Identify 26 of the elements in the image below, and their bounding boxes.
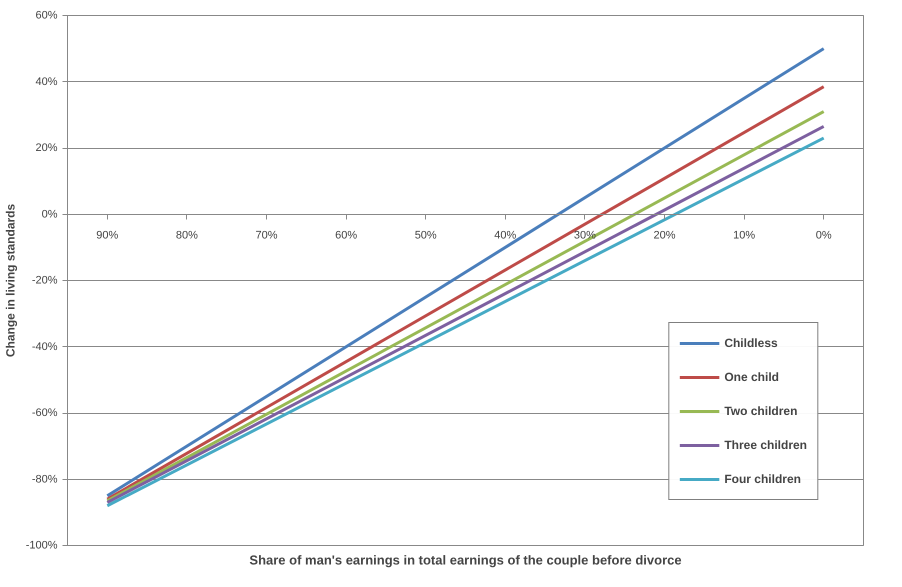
legend-label: Three children [724, 438, 807, 452]
x-tick-label: 10% [733, 229, 756, 242]
y-tick-label: -80% [32, 473, 58, 486]
y-tick-label: -20% [32, 274, 58, 286]
x-tick-label: 0% [816, 229, 832, 242]
y-tick-label: 60% [35, 10, 58, 22]
y-tick-label: 0% [42, 208, 58, 220]
legend-label: Childless [724, 336, 778, 350]
x-tick-label: 20% [653, 229, 676, 242]
y-tick-label: 20% [35, 142, 58, 154]
y-tick-label: 40% [35, 76, 58, 88]
legend-label: Four children [724, 472, 801, 486]
x-tick-label: 60% [335, 229, 358, 242]
x-tick-label: 70% [255, 229, 278, 242]
x-tick-label: 30% [574, 229, 596, 242]
y-tick-label: -100% [26, 540, 58, 552]
x-tick-label: 80% [176, 229, 198, 242]
y-tick-label: -60% [32, 407, 58, 419]
legend-label: Two children [724, 404, 798, 418]
x-tick-label: 40% [494, 229, 517, 242]
x-tick-label: 50% [414, 229, 437, 242]
x-tick-label: 90% [96, 229, 119, 242]
y-tick-label: -40% [32, 340, 58, 353]
legend-label: One child [724, 370, 779, 384]
y-axis-title: Change in living standards [4, 203, 18, 358]
x-axis-title: Share of man's earnings in total earnings of the couple before divorce [249, 552, 682, 568]
